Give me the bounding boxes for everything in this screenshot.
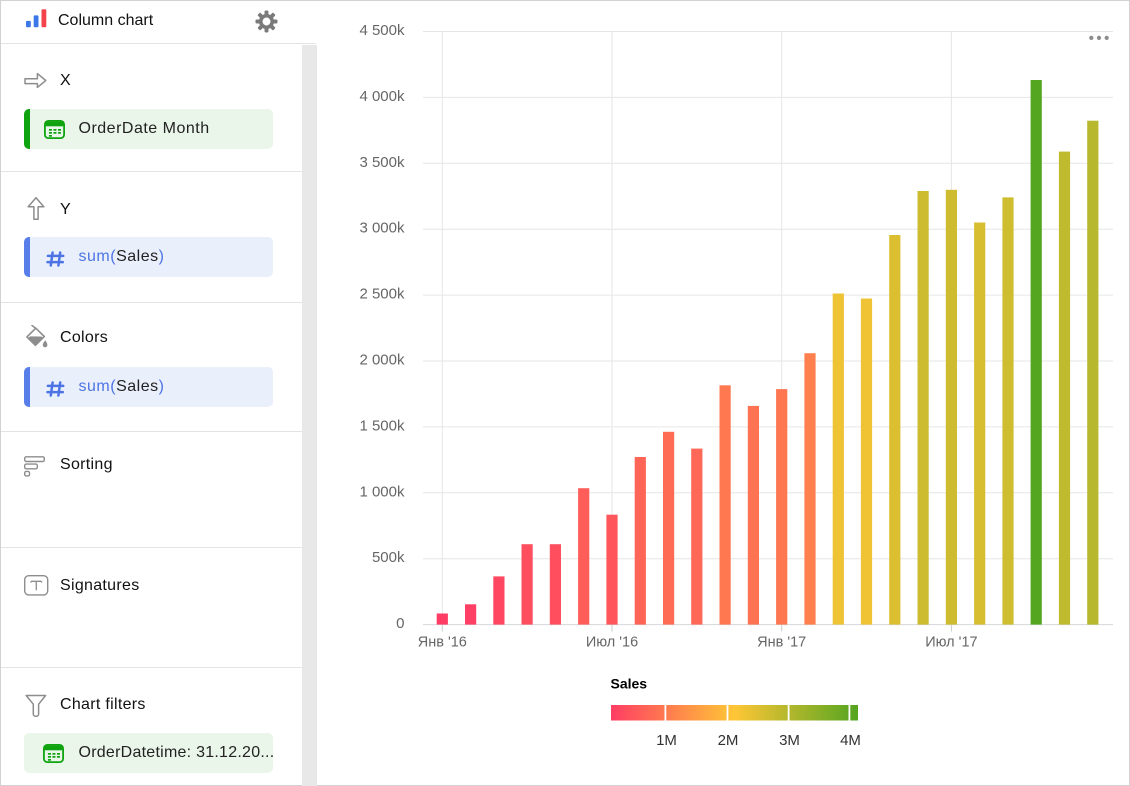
- svg-text:Янв '17: Янв '17: [757, 635, 806, 651]
- svg-text:3M: 3M: [779, 732, 800, 749]
- svg-text:2M: 2M: [718, 732, 739, 749]
- svg-text:500k: 500k: [372, 549, 405, 566]
- svg-text:2 000k: 2 000k: [359, 352, 405, 369]
- svg-text:3 500k: 3 500k: [359, 154, 405, 171]
- svg-text:2 500k: 2 500k: [359, 286, 405, 303]
- svg-text:3 000k: 3 000k: [359, 220, 405, 237]
- svg-text:Июл '16: Июл '16: [586, 635, 638, 651]
- svg-text:1M: 1M: [656, 732, 677, 749]
- svg-text:1 500k: 1 500k: [359, 417, 405, 434]
- svg-text:4 500k: 4 500k: [359, 22, 405, 39]
- svg-text:1 000k: 1 000k: [359, 483, 405, 500]
- svg-text:0: 0: [396, 615, 404, 632]
- svg-text:Июл '17: Июл '17: [925, 635, 977, 651]
- svg-text:4M: 4M: [840, 732, 861, 749]
- svg-text:Янв '16: Янв '16: [418, 635, 467, 651]
- svg-text:Sales: Sales: [611, 676, 648, 692]
- svg-text:4 000k: 4 000k: [359, 88, 405, 105]
